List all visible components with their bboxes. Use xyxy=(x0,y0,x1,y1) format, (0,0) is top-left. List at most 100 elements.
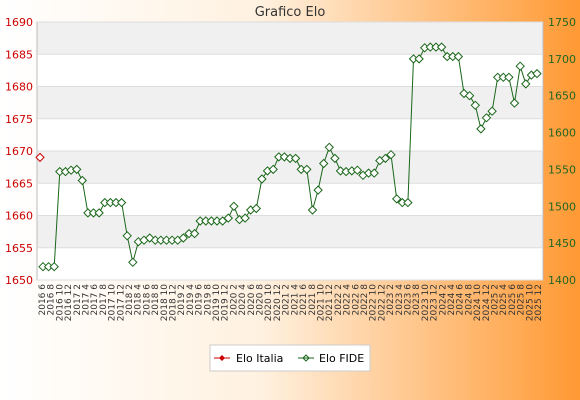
x-tick-label: 2023 8 xyxy=(412,284,422,316)
plot-band xyxy=(37,215,543,248)
y-right-tick-label: 1550 xyxy=(548,163,576,176)
x-tick-label: 2023 10 xyxy=(421,284,431,321)
x-tick-label: 2019 2 xyxy=(177,284,187,316)
fide-data-point xyxy=(453,51,464,62)
x-tick-label: 2017 6 xyxy=(90,284,100,316)
fide-data-point xyxy=(268,164,278,175)
y-left-tick-label: 1670 xyxy=(5,145,33,158)
legend-box xyxy=(209,344,371,372)
y-left-tick-label: 1650 xyxy=(5,274,33,287)
x-tick-label: 2024 4 xyxy=(447,284,457,316)
fide-data-point xyxy=(229,201,239,212)
x-tick-label: 2017 4 xyxy=(82,284,92,316)
x-tick-label: 2024 2 xyxy=(438,284,448,316)
x-tick-label: 2023 12 xyxy=(430,284,440,321)
y-left-tick-label: 1680 xyxy=(5,81,33,94)
y-left-tick-label: 1665 xyxy=(5,177,33,190)
plot-band xyxy=(37,118,543,151)
plot-band xyxy=(37,22,543,55)
fide-data-point xyxy=(189,228,200,239)
x-tick-label: 2018 6 xyxy=(142,284,152,316)
fide-data-point xyxy=(386,149,396,160)
x-tick-label: 2022 10 xyxy=(369,284,379,321)
x-tick-label: 2020 10 xyxy=(264,284,274,321)
fide-data-point xyxy=(77,175,88,186)
fide-data-point xyxy=(391,194,402,204)
fide-data-point xyxy=(335,166,346,176)
y-left-tick-label: 1660 xyxy=(5,210,33,223)
legend-italia-label: Elo Italia xyxy=(236,352,283,365)
x-tick-label: 2022 4 xyxy=(343,284,353,316)
fide-data-point xyxy=(487,106,497,116)
x-tick-label: 2019 6 xyxy=(195,284,205,316)
fide-data-point xyxy=(49,261,59,272)
fide-data-point xyxy=(223,213,234,223)
x-tick-label: 2021 2 xyxy=(282,284,292,316)
x-tick-label: 2025 6 xyxy=(508,284,518,316)
x-tick-label: 2020 12 xyxy=(273,284,283,321)
x-tick-label: 2016 6 xyxy=(38,284,48,316)
x-tick-label: 2017 2 xyxy=(73,284,83,316)
x-tick-label: 2023 4 xyxy=(395,284,405,316)
fide-data-point xyxy=(521,79,531,89)
fide-data-point xyxy=(240,213,250,223)
fide-data-point xyxy=(307,205,318,215)
fide-data-point xyxy=(71,164,82,175)
y-right-tick-label: 1700 xyxy=(548,53,576,66)
fide-data-point xyxy=(481,113,492,123)
y-right-tick-label: 1750 xyxy=(548,16,576,29)
x-tick-label: 2022 2 xyxy=(334,284,344,316)
fide-data-point xyxy=(116,197,127,208)
legend-italia-marker xyxy=(219,355,225,361)
x-tick-label: 2017 8 xyxy=(99,284,109,316)
x-tick-label: 2022 6 xyxy=(351,284,361,316)
x-tick-label: 2020 4 xyxy=(238,284,248,316)
fide-data-point xyxy=(414,54,424,64)
fide-data-point xyxy=(464,90,475,101)
x-tick-label: 2021 6 xyxy=(299,284,309,316)
fide-data-point xyxy=(257,174,267,184)
legend-fide-marker xyxy=(302,354,310,362)
fide-data-point xyxy=(436,42,447,52)
fide-data-point xyxy=(504,72,514,83)
x-tick-label: 2022 12 xyxy=(377,284,387,321)
fide-data-point xyxy=(290,153,301,164)
x-tick-label: 2018 8 xyxy=(151,284,161,316)
x-tick-label: 2024 12 xyxy=(482,284,492,321)
x-tick-label: 2016 10 xyxy=(55,284,65,321)
y-left-tick-label: 1675 xyxy=(5,113,33,126)
x-tick-label: 2021 4 xyxy=(290,284,300,316)
plot-band xyxy=(37,183,543,216)
plot-band xyxy=(37,54,543,87)
fide-data-point xyxy=(476,124,486,134)
fide-data-point xyxy=(509,98,520,108)
x-tick-label: 2020 8 xyxy=(256,284,266,316)
fide-data-point xyxy=(94,208,104,218)
legend-fide-label: Elo FIDE xyxy=(319,352,364,365)
y-right-tick-label: 1400 xyxy=(548,274,576,287)
x-tick-label: 2020 6 xyxy=(247,284,257,316)
x-tick-label: 2021 12 xyxy=(325,284,335,321)
fide-data-point xyxy=(352,165,363,175)
x-tick-label: 2024 6 xyxy=(456,284,466,316)
plot-band xyxy=(37,247,543,280)
fide-data-point xyxy=(302,164,312,175)
x-tick-label: 2019 8 xyxy=(203,284,213,316)
y-left-tick-label: 1685 xyxy=(5,48,33,61)
x-tick-label: 2022 8 xyxy=(360,284,370,316)
x-tick-label: 2025 8 xyxy=(517,284,527,316)
fide-data-point xyxy=(251,203,262,214)
y-right-tick-label: 1500 xyxy=(548,200,576,213)
y-right-tick-label: 1650 xyxy=(548,90,576,103)
x-tick-label: 2025 12 xyxy=(534,284,544,321)
fide-data-point xyxy=(178,233,189,243)
x-tick-label: 2018 2 xyxy=(125,284,135,316)
italia-data-point xyxy=(35,152,45,163)
fide-data-point xyxy=(318,158,329,169)
fide-data-point xyxy=(330,153,340,164)
fide-data-point xyxy=(470,100,481,111)
fide-data-point xyxy=(313,185,323,195)
x-tick-label: 2024 8 xyxy=(464,284,474,316)
chart-title: Grafico Elo xyxy=(255,5,326,20)
